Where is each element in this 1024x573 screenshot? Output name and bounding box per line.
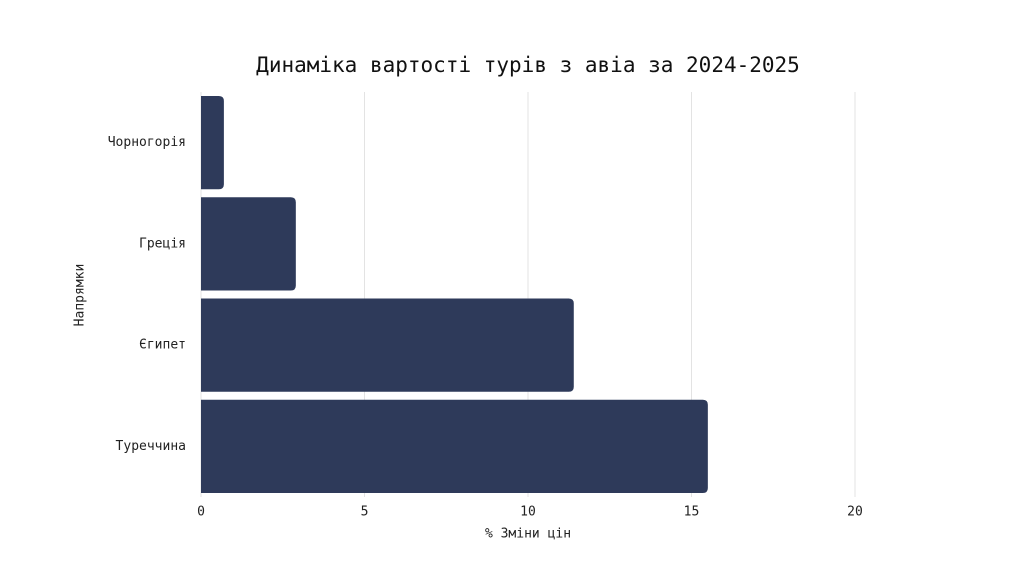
y-tick-label: Чорногорія [108, 135, 186, 150]
x-tick-label: 15 [684, 505, 700, 520]
x-tick-label: 5 [361, 505, 369, 520]
bar [201, 197, 296, 291]
y-axis-label: Напрямки [73, 264, 88, 327]
x-tick-label: 10 [520, 505, 536, 520]
y-tick-label: Туреччина [116, 439, 186, 454]
bar [201, 96, 224, 190]
y-tick-label: Єгипет [139, 338, 186, 353]
x-tick-label: 0 [197, 505, 205, 520]
bar [201, 298, 574, 392]
chart-title: Динаміка вартості турів з авіа за 2024-2… [256, 53, 800, 77]
x-axis-label: % Зміни цін [485, 527, 571, 542]
bar [201, 399, 708, 493]
x-tick-label: 20 [847, 505, 863, 520]
y-tick-label: Греція [139, 236, 186, 251]
